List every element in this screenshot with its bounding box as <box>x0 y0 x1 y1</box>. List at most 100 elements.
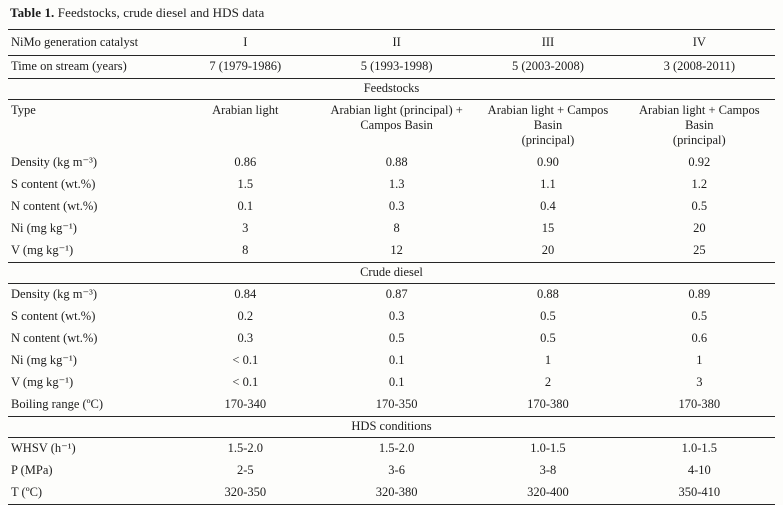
row-label: Density (kg m⁻³) <box>11 155 98 169</box>
cell-value: 3 <box>242 221 249 235</box>
section-header: Feedstocks <box>8 78 775 100</box>
cell-value: 7 (1979-1986) <box>169 55 321 79</box>
cell-value: 0.90 <box>537 155 559 169</box>
section-header-row: Feedstocks <box>8 78 775 100</box>
cell-value: 0.88 <box>537 287 559 301</box>
cell-value: Arabian light <box>212 103 279 117</box>
cell-value: 0.6 <box>691 331 708 345</box>
cell-value: 1.1 <box>540 177 556 191</box>
cell-value: 0.5 <box>691 199 708 213</box>
row-label: Ni (mg kg⁻¹) <box>11 353 77 367</box>
column-header: II <box>320 29 473 56</box>
cell-value: 1.3 <box>388 177 405 191</box>
cell-value: 5 (2003-2008) <box>472 55 624 79</box>
table-row: P (MPa) 2-5 3-6 3-8 4-10 <box>8 460 775 482</box>
row-label: Time on stream (years) <box>8 55 170 79</box>
cell-value: 8 <box>242 243 249 257</box>
cell-value: 0.3 <box>388 199 405 213</box>
cell-value: 170-350 <box>375 397 418 411</box>
section-header-row: HDS conditions <box>8 416 775 438</box>
cell-value: 20 <box>693 221 706 235</box>
cell-value: 0.1 <box>388 375 405 389</box>
cell-value: 0.5 <box>691 309 708 323</box>
table-row: V (mg kg⁻¹) < 0.1 0.1 2 3 <box>8 372 775 394</box>
row-label: V (mg kg⁻¹) <box>11 375 74 389</box>
row-label: N content (wt.%) <box>11 331 98 345</box>
table-row: Ni (mg kg⁻¹) < 0.1 0.1 1 1 <box>8 350 775 372</box>
cell-value: 3 (2008-2011) <box>623 55 775 79</box>
cell-value: 0.86 <box>234 155 257 169</box>
table-row: N content (wt.%) 0.3 0.5 0.5 0.6 <box>8 328 775 350</box>
table-row: WHSV (h⁻¹) 1.5-2.0 1.5-2.0 1.0-1.5 1.0-1.5 <box>8 438 775 461</box>
row-label: S content (wt.%) <box>11 177 96 191</box>
table-row: T (ºC) 320-350 320-380 320-400 350-410 <box>8 482 775 505</box>
column-header: I <box>169 29 321 56</box>
column-header: IV <box>623 29 775 56</box>
cell-value: 350-410 <box>678 485 721 499</box>
cell-value: 12 <box>390 243 403 257</box>
cell-value: Arabian light + Campos Basin (principal) <box>487 103 609 147</box>
cell-value: 0.5 <box>388 331 405 345</box>
cell-value: 4-10 <box>687 463 711 477</box>
cell-value: 1.5-2.0 <box>227 441 264 455</box>
cell-value: 25 <box>693 243 706 257</box>
row-label: Boiling range (ºC) <box>11 397 104 411</box>
cell-value: 320-350 <box>224 485 267 499</box>
cell-value: 0.1 <box>237 199 254 213</box>
data-table: NiMo generation catalyst I II III IV Time on … <box>8 29 775 505</box>
cell-value: 1.0-1.5 <box>530 441 566 455</box>
cell-value: 170-380 <box>527 397 569 411</box>
cell-value: 1.5 <box>237 177 254 191</box>
cell-value: 1.5-2.0 <box>378 441 415 455</box>
cell-value: Arabian light + Campos Basin (principal) <box>639 103 760 147</box>
cell-value: 1 <box>544 353 552 367</box>
document-page: Table 1. Feedstocks, crude diesel and HD… <box>8 5 775 505</box>
table-row: N content (wt.%) 0.1 0.3 0.4 0.5 <box>8 196 775 218</box>
cell-value: 1.0-1.5 <box>681 441 718 455</box>
section-header: Crude diesel <box>8 262 775 284</box>
table-row: Boiling range (ºC) 170-340 170-350 170-380 1… <box>8 394 775 417</box>
cell-value: 8 <box>393 221 400 235</box>
cell-value: 0.2 <box>237 309 254 323</box>
section-header: HDS conditions <box>8 416 775 438</box>
table-row: NiMo generation catalyst I II III IV <box>8 29 775 56</box>
cell-value: 0.1 <box>388 353 405 367</box>
cell-value: 1 <box>696 353 703 367</box>
cell-value: 0.5 <box>540 309 556 323</box>
row-label: Type <box>11 103 36 117</box>
cell-value: 1.2 <box>691 177 708 191</box>
cell-value: 0.87 <box>385 287 408 301</box>
cell-value: 0.84 <box>234 287 257 301</box>
cell-value: 3-8 <box>539 463 557 477</box>
table-row: Density (kg m⁻³) 0.86 0.88 0.90 0.92 <box>8 152 775 174</box>
cell-value: 2-5 <box>236 463 254 477</box>
cell-value: 320-380 <box>375 485 418 499</box>
table-row: Ni (mg kg⁻¹) 3 8 15 20 <box>8 218 775 240</box>
cell-value: 15 <box>541 221 555 235</box>
cell-value: 170-380 <box>678 397 721 411</box>
cell-value: 0.92 <box>688 155 711 169</box>
row-label: P (MPa) <box>11 463 53 477</box>
table-row: V (mg kg⁻¹) 8 12 20 25 <box>8 240 775 263</box>
row-label: WHSV (h⁻¹) <box>11 441 76 455</box>
cell-value: 5 (1993-1998) <box>320 55 473 79</box>
cell-value: < 0.1 <box>232 353 259 367</box>
row-label: N content (wt.%) <box>11 199 98 213</box>
table-row: Time on stream (years) 7 (1979-1986) 5 (19… <box>8 55 775 79</box>
table-row: S content (wt.%) 1.5 1.3 1.1 1.2 <box>8 174 775 196</box>
row-label: S content (wt.%) <box>11 309 96 323</box>
cell-value: 0.4 <box>540 199 556 213</box>
table-caption-text: Feedstocks, crude diesel and HDS data <box>54 5 265 20</box>
row-label: Density (kg m⁻³) <box>11 287 98 301</box>
cell-value: 2 <box>544 375 552 389</box>
cell-value: 0.88 <box>385 155 408 169</box>
cell-value: 0.89 <box>688 287 711 301</box>
cell-value: 20 <box>541 243 555 257</box>
cell-value: Arabian light (principal) + Campos Basin <box>330 103 463 132</box>
cell-value: 320-400 <box>527 485 569 499</box>
table-row: S content (wt.%) 0.2 0.3 0.5 0.5 <box>8 306 775 328</box>
section-header-row: Crude diesel <box>8 262 775 284</box>
cell-value: < 0.1 <box>232 375 259 389</box>
cell-value: 0.3 <box>388 309 405 323</box>
table-number: Table 1. <box>10 5 55 20</box>
